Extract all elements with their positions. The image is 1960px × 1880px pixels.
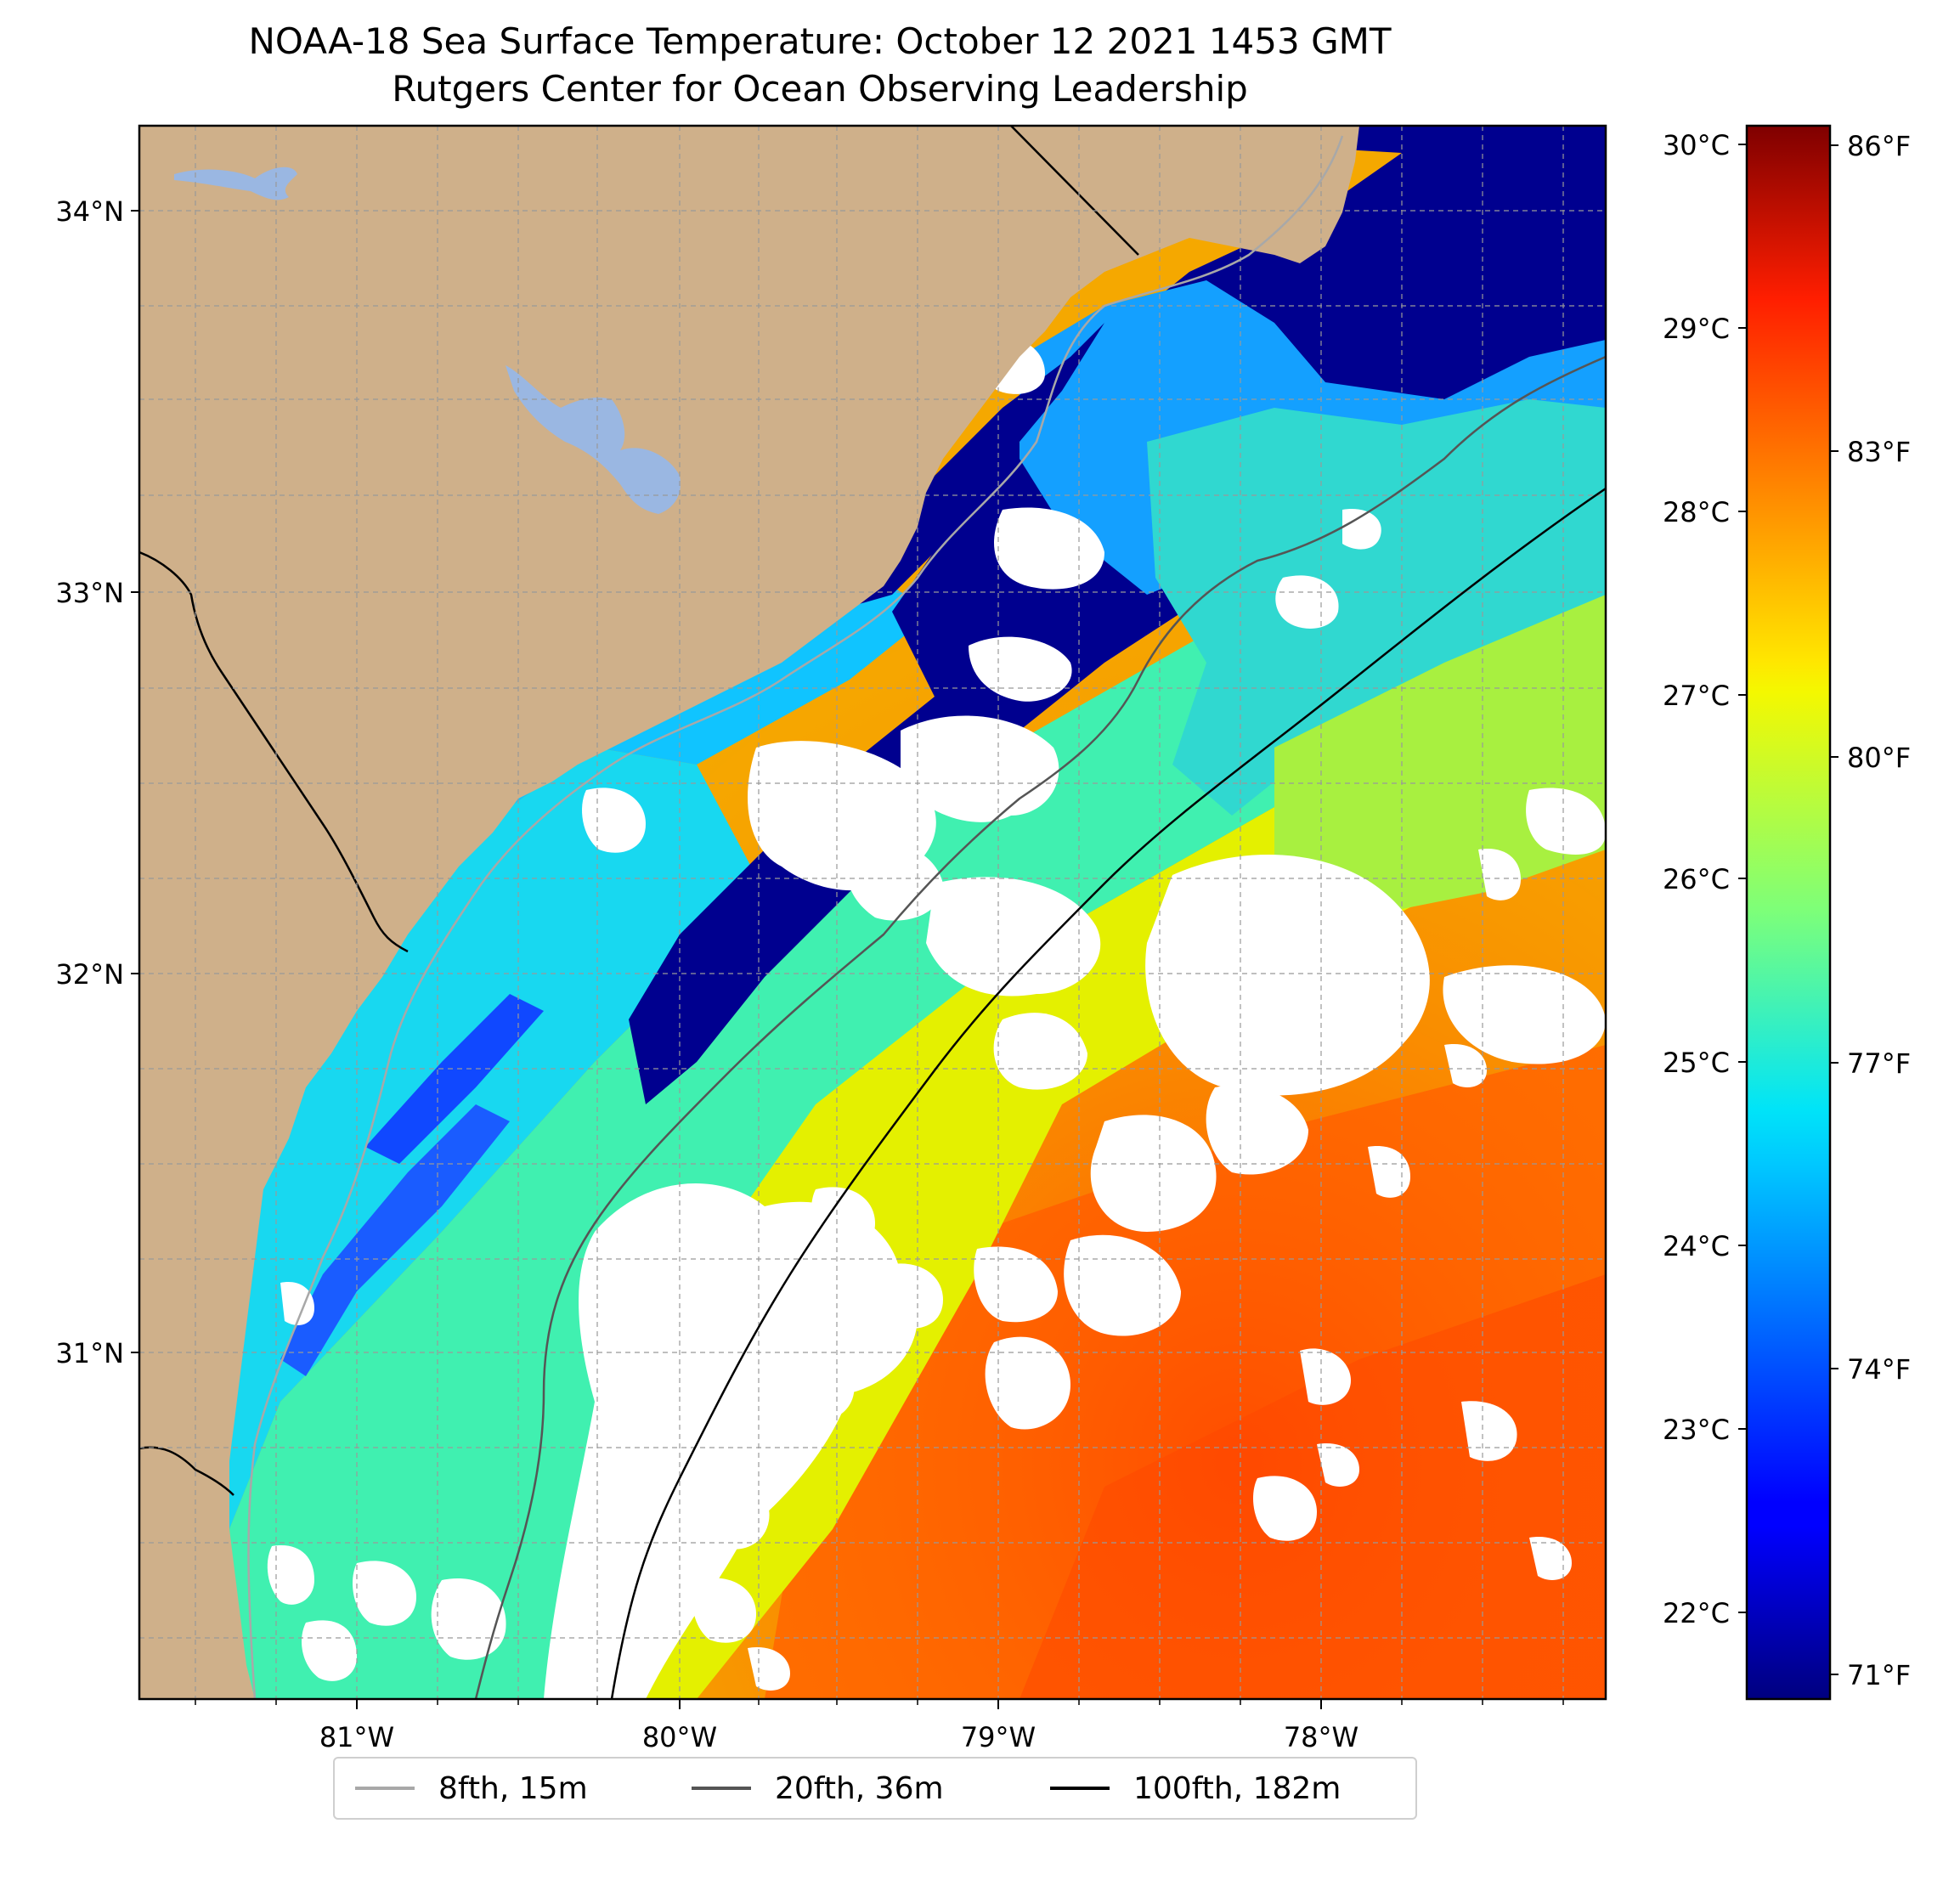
legend-label-100fth: 100fth, 182m <box>1133 1770 1341 1806</box>
colorbar-f-71: 71°F <box>1847 1659 1911 1691</box>
colorbar-c-28: 28°C <box>1663 496 1730 528</box>
lat-label-32: 32°N <box>55 958 124 991</box>
colorbar-c-26: 26°C <box>1663 863 1730 895</box>
colorbar-c-25: 25°C <box>1663 1047 1730 1079</box>
axis-ticks <box>131 210 1322 1709</box>
legend-swatch-100fth <box>1050 1787 1110 1790</box>
minor-ticks <box>195 1699 1564 1705</box>
lon-label-81: 81°W <box>319 1721 394 1753</box>
colorbar-c-22: 22°C <box>1663 1597 1730 1629</box>
colorbar-f-86: 86°F <box>1847 130 1911 162</box>
map-frame <box>138 124 1607 1701</box>
lon-label-79: 79°W <box>961 1721 1036 1753</box>
isobath-legend: 8fth, 15m 20fth, 36m 100fth, 182m <box>333 1757 1417 1820</box>
colorbar-c-24: 24°C <box>1663 1230 1730 1262</box>
colorbar-c-29: 29°C <box>1663 313 1730 345</box>
colorbar-c-30: 30°C <box>1663 129 1730 161</box>
legend-item-8fth: 8fth, 15m <box>355 1759 588 1818</box>
legend-item-100fth: 100fth, 182m <box>1050 1759 1341 1818</box>
lon-label-80: 80°W <box>642 1721 717 1753</box>
colorbar-gradient <box>1745 124 1832 1701</box>
legend-label-8fth: 8fth, 15m <box>438 1770 588 1806</box>
isobath-20fth <box>474 355 1606 1699</box>
lon-label-78: 78°W <box>1284 1721 1358 1753</box>
colorbar-f-74: 74°F <box>1847 1353 1911 1386</box>
lat-label-33: 33°N <box>55 577 124 609</box>
isobath-8fth <box>247 135 1344 1699</box>
colorbar-c-23: 23°C <box>1663 1414 1730 1446</box>
colorbar: 30°C 29°C 28°C 27°C 26°C 25°C 24°C 23°C … <box>1663 124 1911 1701</box>
legend-item-20fth: 20fth, 36m <box>692 1759 944 1818</box>
cloud-mask <box>267 337 1606 1699</box>
state-border-and-rivers <box>139 126 1139 1496</box>
graticule <box>139 126 1606 1699</box>
colorbar-f-80: 80°F <box>1847 742 1911 774</box>
colorbar-c-27: 27°C <box>1663 680 1730 712</box>
legend-swatch-20fth <box>692 1787 751 1790</box>
isobath-100fth <box>610 487 1606 1699</box>
map-subtitle: Rutgers Center for Ocean Observing Leade… <box>392 68 1248 110</box>
lat-label-31: 31°N <box>55 1337 124 1369</box>
map-title: NOAA-18 Sea Surface Temperature: October… <box>248 20 1392 62</box>
land-area <box>139 126 1359 1699</box>
legend-swatch-8fth <box>355 1787 415 1790</box>
map-area <box>139 126 1606 1699</box>
legend-label-20fth: 20fth, 36m <box>775 1770 944 1806</box>
lat-label-34: 34°N <box>55 195 124 228</box>
lakes <box>174 167 681 514</box>
colorbar-f-83: 83°F <box>1847 436 1911 468</box>
colorbar-f-77: 77°F <box>1847 1047 1911 1080</box>
